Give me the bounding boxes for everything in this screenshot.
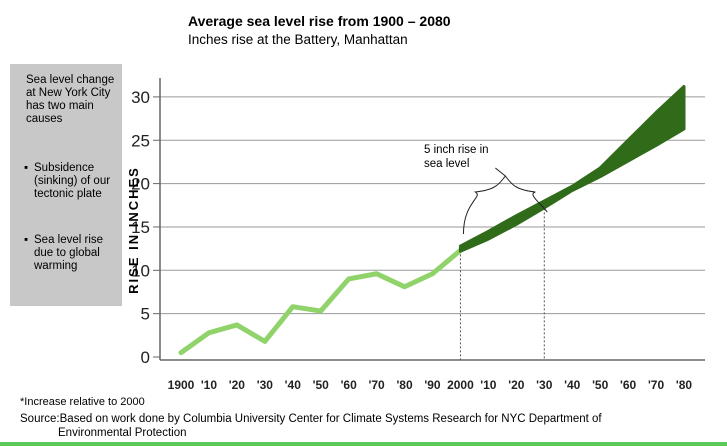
- x-tick-label: '40: [564, 378, 581, 392]
- sidebar-bullet-text: Sea level rise due to global warming: [34, 234, 104, 272]
- x-tick-label: '60: [620, 378, 637, 392]
- x-tick-label: '50: [592, 378, 609, 392]
- axes: [153, 78, 705, 361]
- observed-point: [375, 272, 379, 276]
- x-tick-label: '70: [369, 378, 386, 392]
- chart-subtitle: Inches rise at the Battery, Manhattan: [188, 32, 408, 47]
- sea-level-chart: 0 5 10 15 20 25 30 1900 '10 '20 '30 '40 '50 '60 '70 '8…: [126, 78, 705, 392]
- observed-point: [235, 323, 239, 327]
- observed-point: [347, 277, 351, 281]
- y-tick-label: 20: [131, 175, 150, 194]
- source-line-2: Environmental Protection: [58, 427, 187, 439]
- observed-point: [263, 339, 267, 343]
- x-tick-label: '50: [313, 378, 330, 392]
- chart-title: Average sea level rise from 1900 – 2080: [188, 13, 451, 29]
- causes-sidebar: Sea level change at New York City has tw…: [10, 64, 122, 306]
- observed-point: [179, 351, 183, 355]
- x-tick-label: '30: [257, 378, 274, 392]
- x-tick-label: '10: [480, 378, 497, 392]
- grid-lines: [160, 96, 705, 315]
- y-tick-label: 25: [131, 131, 150, 150]
- x-tick-label: '60: [341, 378, 358, 392]
- observed-point: [431, 272, 434, 276]
- x-tick-label: '30: [536, 378, 553, 392]
- bullet-icon: ▪: [24, 162, 29, 174]
- annotation: 5 inch rise in sea level: [424, 144, 548, 360]
- sidebar-bullet-list-1: ▪ Subsidence (sinking) of our tectonic pl…: [18, 162, 122, 201]
- x-tick-label: 1900: [168, 378, 195, 392]
- x-tick-label: '80: [676, 378, 693, 392]
- observed-point: [319, 309, 323, 313]
- y-tick-labels: 0 5 10 15 20 25 30: [131, 88, 150, 367]
- annotation-text: 5 inch rise in: [424, 144, 489, 156]
- bullet-icon: ▪: [24, 234, 29, 246]
- x-tick-label: '20: [508, 378, 525, 392]
- sidebar-bullet-list-2: ▪ Sea level rise due to global warming: [18, 234, 122, 273]
- observed-series-line: [178, 247, 463, 356]
- observed-point: [291, 305, 295, 309]
- x-tick-label: '20: [229, 378, 246, 392]
- x-tick-label: '90: [424, 378, 441, 392]
- y-tick-label: 15: [131, 218, 150, 237]
- sidebar-bullet-text: Subsidence (sinking) of our tectonic pla…: [34, 162, 111, 200]
- source-note: Source:Based on work done by Columbia Un…: [20, 412, 660, 440]
- annotation-text: sea level: [424, 158, 469, 170]
- sidebar-bullet-warming: ▪ Sea level rise due to global warming: [18, 234, 122, 273]
- y-tick-label: 0: [141, 348, 150, 367]
- x-tick-label: '10: [201, 378, 218, 392]
- bottom-rule: [0, 442, 727, 446]
- observed-point: [403, 285, 407, 289]
- x-tick-labels: 1900 '10 '20 '30 '40 '50 '60 '70 '80 '90 2000 '10 '2…: [168, 378, 693, 392]
- x-tick-label: '80: [396, 378, 413, 392]
- y-tick-label: 10: [131, 261, 150, 280]
- y-axis-label: RISE IN INCHES: [126, 166, 141, 294]
- x-tick-label: 2000: [447, 378, 474, 392]
- annotation-pointer: [495, 167, 506, 177]
- x-tick-label: '40: [285, 378, 302, 392]
- y-tick-label: 5: [141, 305, 150, 324]
- sidebar-bullet-subsidence: ▪ Subsidence (sinking) of our tectonic pl…: [18, 162, 122, 201]
- source-line-1: Source:Based on work done by Columbia Un…: [20, 413, 602, 425]
- footnote: *Increase relative to 2000: [20, 396, 145, 408]
- y-tick-label: 30: [131, 88, 150, 107]
- observed-point: [207, 331, 211, 335]
- x-tick-label: '70: [648, 378, 665, 392]
- projected-range-band: [458, 84, 686, 253]
- sidebar-intro: Sea level change at New York City has tw…: [26, 74, 115, 125]
- series: [178, 84, 686, 356]
